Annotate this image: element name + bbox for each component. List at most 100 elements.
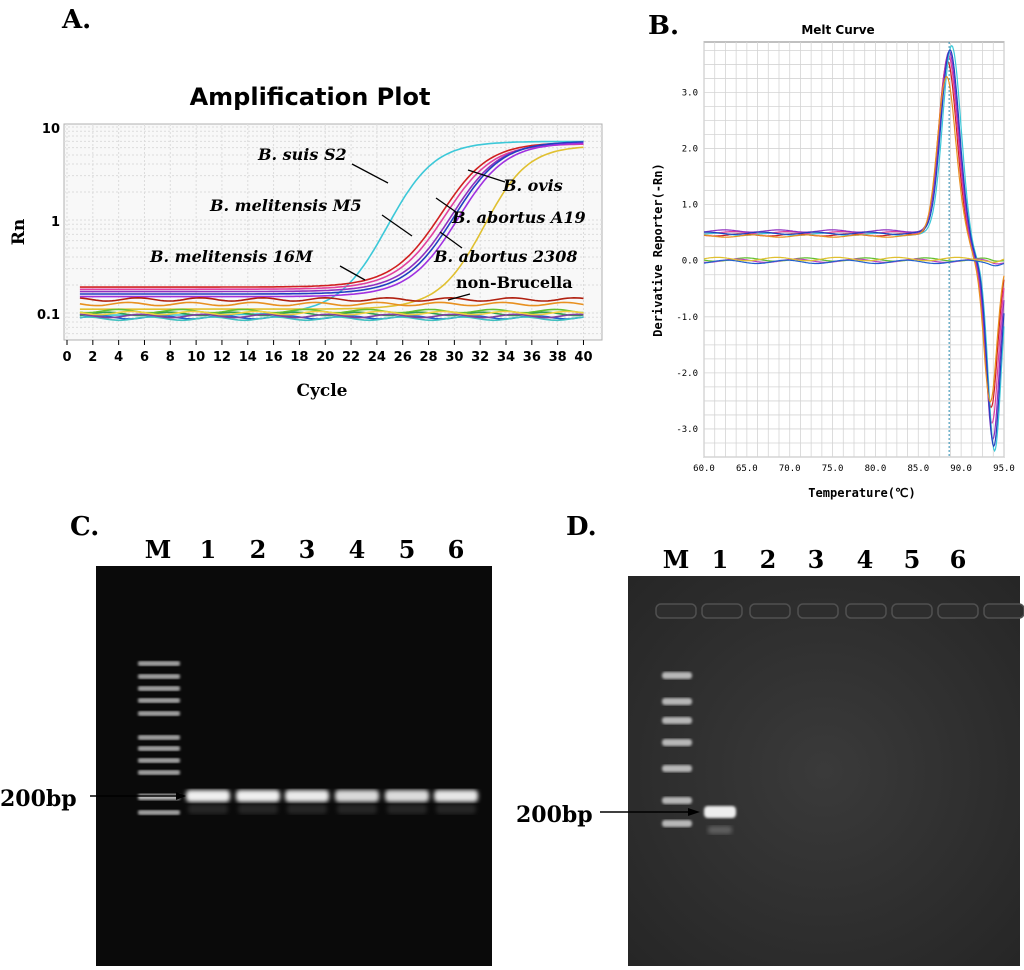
marker-band (138, 794, 180, 800)
gel-c-product-band (385, 790, 429, 802)
lane-label: 6 (448, 535, 465, 564)
x-tick-label: 28 (419, 350, 437, 365)
x-tick-label: 20 (316, 350, 334, 365)
melt-x-label: Temperature(℃) (808, 486, 915, 500)
amplification-series-line (79, 296, 584, 302)
gel-c-background (96, 566, 492, 966)
x-tick-label: 40 (574, 350, 592, 365)
gel-d (628, 576, 1024, 966)
annotation-b-abortus-2308: B. abortus 2308 (433, 247, 577, 266)
gel-d-bands (704, 806, 736, 834)
gel-well (655, 603, 697, 619)
lane-label: 6 (950, 545, 967, 574)
gel-c-smear (387, 804, 427, 814)
melt-curve-plot: 60.0 65.0 70.0 75.0 80.0 85.0 90.0 95.0 3.0 2.0 1… (651, 41, 1015, 500)
lane-label: 3 (808, 545, 825, 574)
x-tick-label: 32 (471, 350, 489, 365)
gel-well (845, 603, 887, 619)
panel-d-letter: D. (566, 512, 597, 542)
gel-c-smear (287, 804, 327, 814)
melt-series-line (703, 259, 1005, 267)
gel-d-product-band (704, 806, 736, 818)
melt-series-line (704, 54, 1005, 425)
x-tick-label: 75.0 (822, 464, 844, 474)
x-tick-label: 60.0 (693, 464, 715, 474)
lane-label: 4 (349, 535, 366, 564)
amplification-y-label: Rn (9, 219, 29, 246)
x-tick-label: 18 (290, 350, 308, 365)
x-tick-label: 80.0 (865, 464, 887, 474)
gel-well (797, 603, 839, 619)
gel-d-arrow-head (688, 808, 700, 816)
annotation-b-ovis: B. ovis (502, 176, 563, 195)
y-tick-label: 3.0 (682, 88, 698, 98)
gel-c-product-band (236, 790, 280, 802)
gel-d-wells (655, 603, 1024, 619)
marker-band (662, 797, 692, 804)
annotation-arrow (447, 293, 471, 301)
annotation-arrow (467, 169, 506, 183)
gel-d-smear (708, 826, 732, 834)
lane-label: 5 (904, 545, 921, 574)
melt-series-line (703, 75, 1005, 403)
marker-band (662, 698, 692, 705)
lane-label: 2 (760, 545, 777, 574)
marker-band (138, 698, 180, 703)
annotation-arrow (439, 231, 463, 249)
lane-label: 1 (712, 545, 729, 574)
y-tick-label: -1.0 (676, 313, 698, 323)
y-tick-label: 10 (42, 122, 60, 137)
amplification-x-ticks: 0 2 4 6 8 10 12 14 16 18 20 22 24 26 28 30 32 34 36 38 40 (62, 340, 593, 365)
lane-label: M (145, 535, 172, 564)
x-tick-label: 0 (62, 350, 71, 365)
amplification-x-label: Cycle (296, 381, 347, 401)
x-tick-label: 95.0 (993, 464, 1015, 474)
lane-label: 1 (200, 535, 217, 564)
melt-curve-title: Melt Curve (801, 23, 874, 37)
y-tick-label: 2.0 (682, 145, 698, 155)
annotation-arrow (339, 265, 366, 281)
annotation-non-brucella: non-Brucella (456, 273, 573, 292)
x-tick-label: 8 (166, 350, 175, 365)
marker-band (662, 717, 692, 724)
amplification-series-line (79, 310, 584, 316)
melt-series (703, 44, 1005, 453)
gel-c-product-band (285, 790, 329, 802)
marker-band (662, 765, 692, 772)
y-tick-label: 1.0 (682, 201, 698, 211)
lane-label: 5 (399, 535, 416, 564)
annotation-b-melitensis-m5: B. melitensis M5 (209, 196, 362, 215)
x-tick-label: 2 (88, 350, 97, 365)
x-tick-label: 90.0 (950, 464, 972, 474)
gel-well (749, 603, 791, 619)
x-tick-label: 85.0 (907, 464, 929, 474)
x-tick-label: 36 (523, 350, 541, 365)
amplification-series-line (79, 142, 584, 288)
gel-well (701, 603, 743, 619)
amplification-series-line (79, 316, 584, 322)
lane-label: M (663, 545, 690, 574)
marker-band (138, 661, 180, 666)
gel-c-200bp-label: 200bp (0, 786, 77, 812)
y-tick-label: 0.1 (37, 308, 60, 323)
y-tick-label: -3.0 (676, 425, 698, 435)
gel-d-marker-ladder (662, 672, 692, 827)
amplification-series-line (79, 141, 584, 295)
marker-band (138, 686, 180, 691)
annotation-b-suis-s2: B. suis S2 (257, 145, 347, 164)
amplification-series-line (79, 313, 584, 319)
amplification-series (79, 140, 584, 322)
x-tick-label: 12 (213, 350, 231, 365)
x-tick-label: 34 (497, 350, 515, 365)
melt-y-label: Derivative Reporter(-Rn) (651, 163, 665, 336)
marker-band (138, 758, 180, 763)
gel-c-product-band (335, 790, 379, 802)
lane-label: 2 (250, 535, 267, 564)
gel-c-smear (436, 804, 476, 814)
y-tick-label: 0.0 (682, 257, 698, 267)
gel-well (983, 603, 1024, 619)
gel-c-product-band (434, 790, 478, 802)
annotation-b-melitensis-16m: B. melitensis 16M (149, 247, 314, 266)
amplification-plot-title: Amplification Plot (190, 83, 431, 111)
